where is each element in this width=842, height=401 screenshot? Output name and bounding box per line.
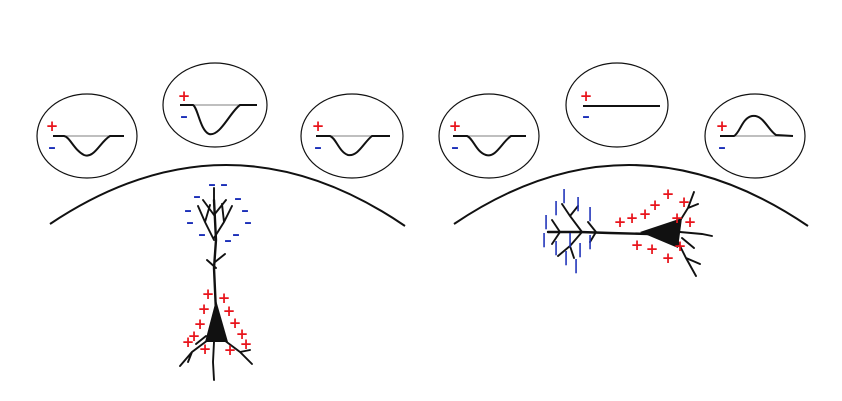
negative-charge: |	[563, 250, 568, 266]
negative-symbol: –	[180, 107, 188, 125]
vertical-pyramidal-neuron	[179, 187, 253, 381]
positive-charge: +	[671, 209, 684, 227]
positive-charge: +	[218, 289, 231, 307]
positive-charge: +	[199, 340, 212, 358]
negative-charge: –	[184, 201, 192, 219]
negative-symbol: –	[48, 138, 56, 156]
negative-waveform	[453, 135, 526, 157]
tuft-negative-charges: – – – – – – – – – – –	[184, 175, 252, 249]
positive-charge: +	[662, 185, 675, 203]
soma-positive-charges: + + + + + + + + + + + +	[614, 185, 697, 267]
negative-charge: |	[567, 232, 572, 248]
negative-waveform	[316, 135, 390, 157]
positive-charge: +	[202, 285, 215, 303]
positive-charge: +	[631, 236, 644, 254]
positive-symbol: +	[312, 117, 325, 135]
negative-charge: |	[587, 206, 592, 222]
positive-charge: +	[639, 205, 652, 223]
negative-charge: –	[198, 225, 206, 243]
positive-charge: +	[223, 302, 236, 320]
negative-charge: |	[587, 234, 592, 250]
positive-charge: +	[188, 327, 201, 345]
negative-symbol: –	[718, 138, 726, 156]
negative-symbol: –	[451, 138, 459, 156]
soma	[640, 218, 682, 248]
scalp-arc	[49, 164, 406, 227]
apical-dendrite	[212, 198, 218, 314]
dendritic-tuft	[197, 187, 233, 269]
dendritic-tuft	[551, 203, 597, 259]
basal-dendrites	[677, 191, 713, 277]
positive-charge: +	[194, 315, 207, 333]
positive-charge: +	[684, 213, 697, 231]
positive-charge: +	[229, 314, 242, 332]
negative-charge: –	[234, 189, 242, 207]
negative-charge: –	[224, 231, 232, 249]
negative-charge: |	[561, 188, 566, 204]
negative-symbol: –	[314, 138, 322, 156]
positive-charge: +	[674, 237, 687, 255]
scalp-arc	[453, 164, 809, 227]
negative-waveform	[53, 135, 124, 157]
positive-charge: +	[182, 333, 195, 351]
positive-symbol: +	[178, 87, 191, 105]
positive-charge: +	[626, 209, 639, 227]
electrode-left: + –	[36, 93, 138, 179]
soma-positive-charges: + + + + + + + + + + + +	[182, 285, 253, 359]
positive-symbol: +	[449, 117, 462, 135]
negative-charge: |	[541, 232, 546, 248]
positive-charge: +	[198, 300, 211, 318]
positive-charge: +	[646, 240, 659, 258]
electrode-right: + –	[300, 93, 404, 179]
positive-symbol: +	[46, 117, 59, 135]
apical-dendrite	[546, 230, 652, 236]
negative-waveform	[180, 104, 257, 136]
positive-charge: +	[236, 325, 249, 343]
negative-symbol: –	[582, 107, 590, 125]
positive-symbol: +	[716, 117, 729, 135]
electrode-left: + –	[438, 93, 540, 179]
positive-charge: +	[240, 335, 253, 353]
electrode-center: + –	[162, 62, 268, 148]
positive-charge: +	[662, 249, 675, 267]
basal-dendrites	[179, 335, 253, 381]
negative-charge: |	[543, 214, 548, 230]
negative-charge: –	[186, 213, 194, 231]
negative-charge: –	[241, 201, 249, 219]
negative-charge: |	[577, 242, 582, 258]
negative-charge: –	[244, 213, 252, 231]
positive-charge: +	[678, 193, 691, 211]
negative-charge: –	[220, 175, 228, 193]
negative-charge: |	[553, 240, 558, 256]
positive-charge: +	[224, 341, 237, 359]
electrode-center: + –	[565, 62, 669, 148]
negative-charge: –	[232, 225, 240, 243]
negative-charge: –	[208, 175, 216, 193]
horizontal-pyramidal-neuron	[546, 191, 713, 277]
tuft-negative-charges: | | | | | | | | | | | |	[541, 188, 592, 274]
vertical-neuron-panel: + – + – + –	[36, 62, 406, 381]
positive-charge: +	[649, 196, 662, 214]
positive-waveform	[720, 114, 794, 137]
negative-charge: |	[553, 200, 558, 216]
negative-charge: |	[573, 258, 578, 274]
soma	[205, 300, 228, 342]
positive-charge: +	[614, 213, 627, 231]
negative-charge: –	[193, 187, 201, 205]
positive-symbol: +	[580, 87, 593, 105]
electrode-right: + –	[704, 93, 806, 179]
horizontal-neuron-panel: + – + – + –	[438, 62, 809, 277]
negative-charge: |	[575, 196, 580, 212]
